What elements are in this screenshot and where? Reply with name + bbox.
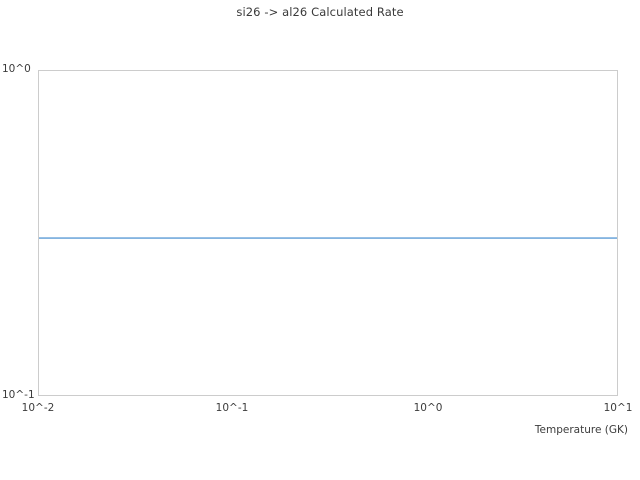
x-axis-tick-label-1: 10^-1 bbox=[215, 402, 249, 414]
y-axis-tick-label-bottom: 10^-1 bbox=[2, 389, 35, 401]
x-axis-tick-label-2: 10^0 bbox=[413, 402, 443, 414]
chart-title: si26 -> al26 Calculated Rate bbox=[236, 5, 404, 19]
plot-area bbox=[38, 70, 618, 396]
x-axis-title: Temperature (GK) bbox=[534, 424, 628, 436]
x-axis-tick-label-3: 10^1 bbox=[603, 402, 633, 414]
x-axis-tick-label-0: 10^-2 bbox=[21, 402, 55, 414]
y-axis-tick-label-top: 10^0 bbox=[2, 63, 31, 75]
data-line-layer bbox=[39, 237, 617, 239]
